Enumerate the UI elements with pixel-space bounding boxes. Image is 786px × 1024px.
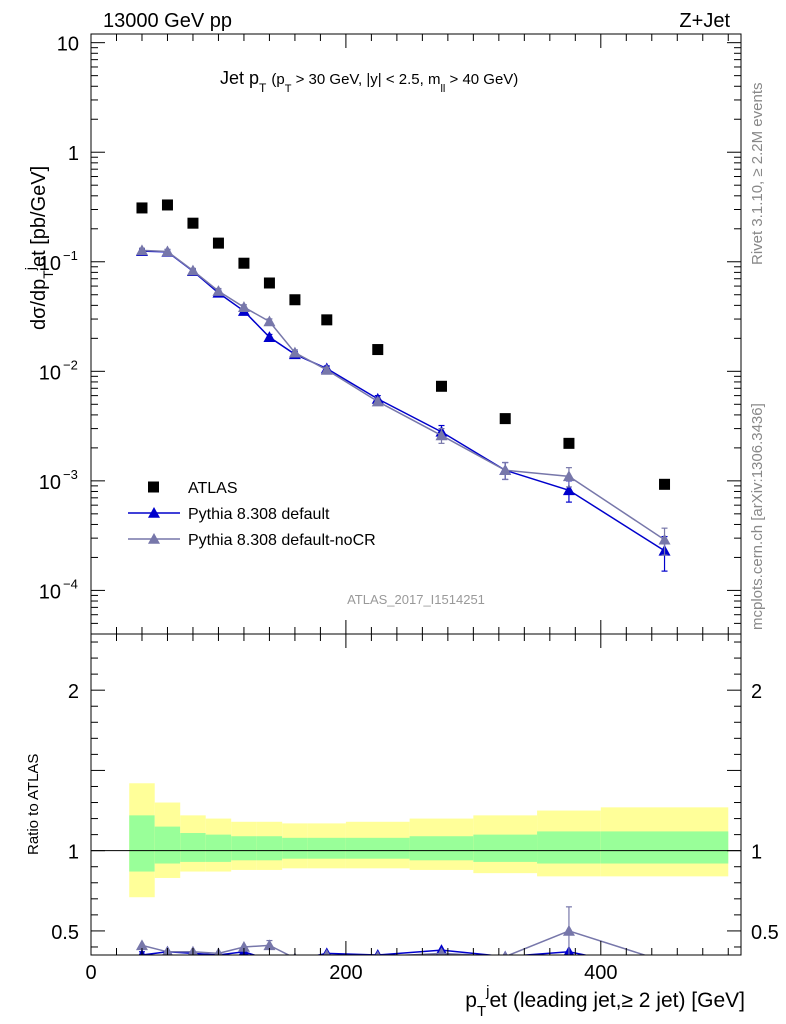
y-tick-label: 10 bbox=[57, 34, 79, 56]
title-cut-1: (p bbox=[271, 71, 284, 88]
ratio-point-1 bbox=[659, 955, 671, 966]
atlas-data-point bbox=[263, 277, 275, 289]
atlas-data-point bbox=[212, 237, 224, 249]
y-tick-label-exponent: −4 bbox=[63, 576, 78, 591]
uncertainty-band-inner bbox=[129, 815, 155, 872]
title-main-sub: T bbox=[259, 81, 267, 95]
ratio-y-tick-label-left: 2 bbox=[68, 681, 79, 703]
ratio-point-1 bbox=[562, 924, 575, 936]
ratio-point-1 bbox=[263, 939, 276, 951]
uncertainty-band-inner bbox=[231, 836, 257, 861]
atlas-data-point bbox=[563, 437, 575, 449]
y-tick-label: 10 bbox=[39, 362, 61, 384]
ratio-point-1 bbox=[135, 939, 148, 951]
title-cut-3: > 40 GeV) bbox=[445, 71, 518, 88]
x-axis-label: pTjet (leading jet,≥ 2 jet) [GeV] bbox=[465, 983, 745, 1020]
main-y-axis-label: dσ/dpTjet [pb/GeV] bbox=[22, 166, 56, 330]
data-point-2 bbox=[237, 301, 250, 312]
ratio-point-1 bbox=[375, 950, 381, 955]
data-point-2 bbox=[186, 264, 199, 276]
data-point-1 bbox=[263, 331, 276, 342]
ratio-point-1 bbox=[323, 949, 331, 955]
data-point-2 bbox=[288, 346, 301, 358]
uncertainty-band-inner bbox=[537, 831, 601, 864]
uncertainty-band-inner bbox=[256, 836, 283, 861]
legend-marker-default bbox=[148, 507, 160, 518]
atlas-data-point bbox=[238, 257, 250, 269]
data-point-2 bbox=[161, 245, 174, 257]
title-cut-1-sub: T bbox=[285, 83, 292, 95]
ratio-y-tick-label-right: 0.5 bbox=[751, 922, 779, 944]
atlas-data-point bbox=[161, 199, 173, 211]
data-point-1 bbox=[562, 484, 575, 496]
y-tick-label: 10 bbox=[39, 581, 61, 603]
atlas-data-point bbox=[136, 202, 148, 214]
data-point-2 bbox=[135, 244, 148, 256]
y-tick-label-exponent: −2 bbox=[63, 357, 78, 372]
uncertainty-band-inner bbox=[282, 837, 308, 859]
atlas-data-point bbox=[435, 380, 447, 392]
analysis-watermark: ATLAS_2017_I1514251 bbox=[347, 592, 485, 607]
legend-label-1: Pythia 8.308 default bbox=[188, 506, 330, 523]
legend-label-2: Pythia 8.308 default-noCR bbox=[188, 532, 376, 549]
ratio-y-tick-label-left: 0.5 bbox=[51, 922, 79, 944]
ratio-point-1 bbox=[437, 947, 446, 955]
ratio-y-axis-label: Ratio to ATLAS bbox=[25, 754, 42, 855]
y-tick-label: 10 bbox=[39, 472, 61, 494]
ratio-plot-area: 0.5 0.5 1 1 2 2 0 200 400 bbox=[51, 633, 779, 984]
y-tick-label: 10 bbox=[39, 253, 61, 275]
atlas-data-point bbox=[289, 294, 301, 306]
x-tick-label: 0 bbox=[85, 962, 96, 984]
ratio-point-1 bbox=[502, 950, 508, 955]
legend: ATLAS Pythia 8.308 default Pythia 8.308 de… bbox=[128, 480, 376, 549]
uncertainty-band-inner bbox=[600, 831, 729, 864]
data-point-2 bbox=[499, 464, 512, 476]
y-tick-label: 1 bbox=[68, 143, 79, 165]
atlas-data-point bbox=[187, 217, 199, 229]
atlas-data-point bbox=[372, 344, 384, 356]
uncertainty-band-inner bbox=[307, 837, 346, 859]
atlas-data-point bbox=[659, 478, 671, 490]
ratio-plot-frame bbox=[90, 633, 742, 956]
uncertainty-band-inner bbox=[345, 837, 410, 859]
main-title: Jet pT (pT > 30 GeV, |y| < 2.5, mll > 40 … bbox=[220, 68, 518, 95]
uncertainty-band-inner bbox=[473, 834, 538, 862]
y-tick-label-exponent: −1 bbox=[63, 248, 78, 263]
atlas-data-point bbox=[321, 314, 333, 326]
mcplots-reference-label: mcplots.cern.ch [arXiv:1306.3436] bbox=[749, 403, 766, 630]
rivet-version-label: Rivet 3.1.10, ≥ 2.2M events bbox=[749, 83, 766, 266]
data-point-2 bbox=[212, 285, 225, 296]
header-right: Z+Jet bbox=[679, 10, 730, 32]
title-cut-2-sub: ll bbox=[440, 83, 445, 95]
legend-marker-atlas bbox=[148, 481, 159, 493]
legend-label-0: ATLAS bbox=[188, 480, 238, 497]
data-point-2 bbox=[435, 429, 448, 441]
y-tick-label-exponent: −3 bbox=[63, 467, 78, 482]
uncertainty-band-inner bbox=[205, 834, 232, 862]
data-point-2 bbox=[562, 470, 575, 482]
uncertainty-band-inner bbox=[154, 826, 181, 864]
title-main: Jet p bbox=[220, 68, 259, 88]
ratio-y-tick-label-right: 2 bbox=[751, 681, 762, 703]
x-tick-label: 200 bbox=[329, 962, 362, 984]
uncertainty-band-inner bbox=[180, 833, 206, 862]
data-point-2 bbox=[320, 363, 333, 375]
title-cut-2: > 30 GeV, |y| < 2.5, m bbox=[291, 71, 440, 88]
uncertainty-band-inner bbox=[409, 836, 474, 861]
x-tick-label: 400 bbox=[584, 962, 617, 984]
ratio-y-tick-label-left: 1 bbox=[68, 842, 79, 864]
ratio-y-tick-label-right: 1 bbox=[751, 842, 762, 864]
atlas-data-point bbox=[499, 413, 511, 425]
data-point-2 bbox=[658, 533, 671, 545]
data-point-2 bbox=[371, 395, 384, 407]
header-left: 13000 GeV pp bbox=[103, 10, 232, 32]
data-point-2 bbox=[263, 315, 276, 327]
ratio-series-line-1 bbox=[141, 930, 647, 955]
ratio-point-1 bbox=[237, 940, 250, 952]
ratio-point-0 bbox=[659, 965, 671, 976]
legend-marker-nocr bbox=[148, 533, 160, 544]
